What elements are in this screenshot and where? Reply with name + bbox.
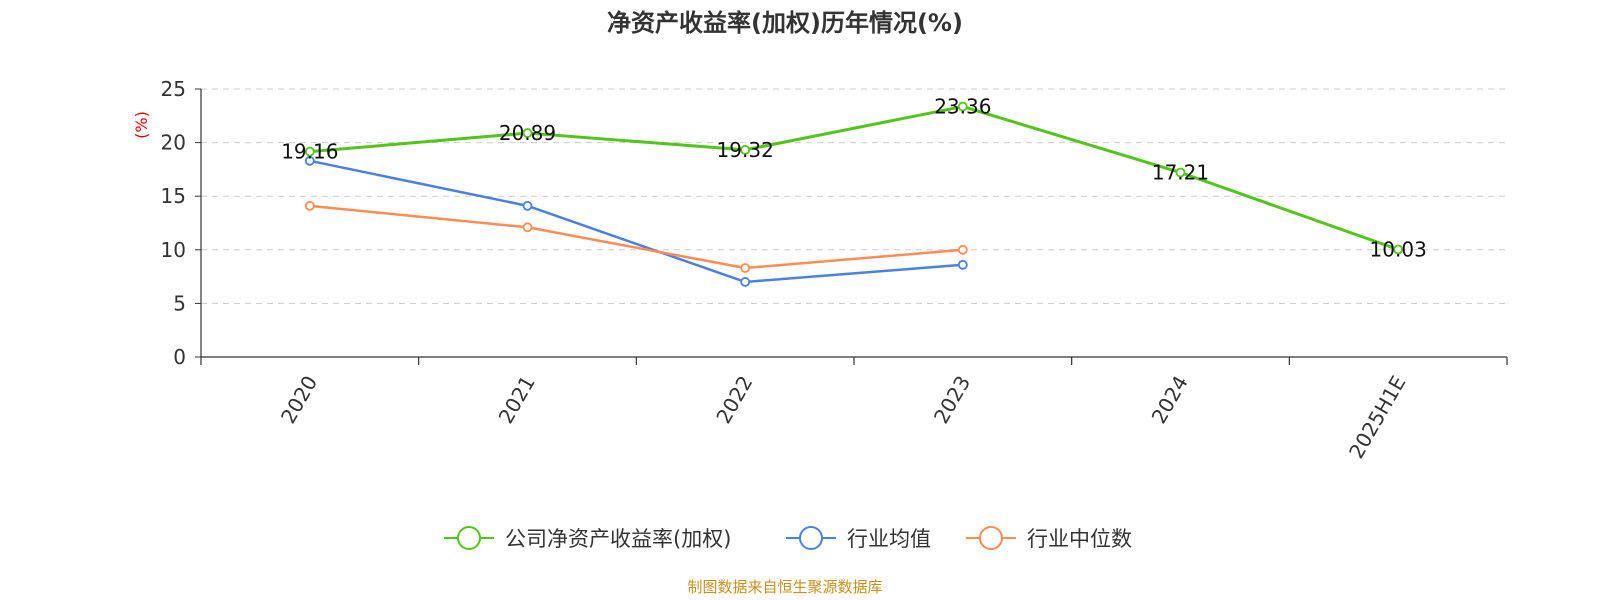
- data-point[interactable]: [1175, 167, 1186, 178]
- legend-item[interactable]: 行业均值: [786, 526, 931, 551]
- grid-lines: [201, 88, 1507, 304]
- data-point[interactable]: [304, 146, 315, 157]
- series-layer: [304, 101, 1404, 287]
- data-point[interactable]: [304, 200, 315, 211]
- x-tick-label: 2020: [276, 372, 322, 428]
- series-line: [309, 105, 1399, 251]
- data-label: 17.21: [1152, 161, 1209, 185]
- x-tick-label: 2022: [711, 372, 757, 428]
- y-axis-label: (%): [132, 111, 151, 139]
- data-point[interactable]: [957, 101, 968, 112]
- data-point[interactable]: [957, 244, 968, 255]
- legend-swatch-circle: [979, 526, 1003, 550]
- x-tick-label: 2023: [929, 372, 975, 428]
- series-line: [309, 204, 963, 270]
- legend-swatch-circle: [457, 526, 481, 550]
- y-tick-label: 0: [173, 345, 186, 369]
- y-tick-label: 20: [161, 131, 186, 155]
- legend-item[interactable]: 公司净资产收益率(加权): [444, 526, 731, 551]
- chart-title: 净资产收益率(加权)历年情况(%): [607, 9, 963, 37]
- legend[interactable]: 公司净资产收益率(加权) 行业均值 行业中位数: [444, 526, 1132, 551]
- data-labels: 19.16 20.89 19.32 23.36 17.21 10.03: [281, 95, 1427, 262]
- series-industry-median: [304, 200, 968, 273]
- legend-label: 行业中位数: [1027, 527, 1132, 551]
- data-label: 20.89: [499, 121, 556, 145]
- data-point[interactable]: [740, 263, 751, 273]
- y-tick-label: 10: [161, 238, 186, 262]
- data-point[interactable]: [957, 259, 968, 270]
- legend-label: 公司净资产收益率(加权): [505, 527, 731, 551]
- y-tick-label: 5: [173, 291, 186, 315]
- y-tick-label: 25: [161, 77, 186, 101]
- data-point[interactable]: [522, 200, 533, 211]
- axes: 0 5 10 15 20 25 2020 2021 2022 2023 2024 2025H1E: [161, 77, 1508, 463]
- data-label: 23.36: [934, 95, 991, 119]
- series-industry-mean: [304, 155, 968, 287]
- data-label: 10.03: [1370, 237, 1427, 261]
- x-tick-label: 2021: [494, 372, 540, 428]
- series-company: [304, 101, 1404, 255]
- y-tick-label: 15: [161, 184, 186, 208]
- series-line: [309, 159, 963, 284]
- x-tick-label: 2025H1E: [1344, 372, 1410, 463]
- data-label: 19.16: [281, 140, 338, 164]
- source-note: 制图数据来自恒生聚源数据库: [687, 578, 882, 596]
- data-point[interactable]: [522, 128, 533, 138]
- data-point[interactable]: [1393, 244, 1404, 255]
- legend-label: 行业均值: [847, 527, 931, 551]
- data-point[interactable]: [740, 277, 751, 287]
- x-tick-label: 2024: [1147, 372, 1193, 428]
- data-label: 19.32: [717, 138, 774, 162]
- data-point[interactable]: [740, 144, 751, 155]
- data-point[interactable]: [522, 222, 533, 233]
- data-point[interactable]: [304, 155, 315, 166]
- legend-swatch-circle: [799, 526, 823, 550]
- legend-item[interactable]: 行业中位数: [966, 526, 1132, 551]
